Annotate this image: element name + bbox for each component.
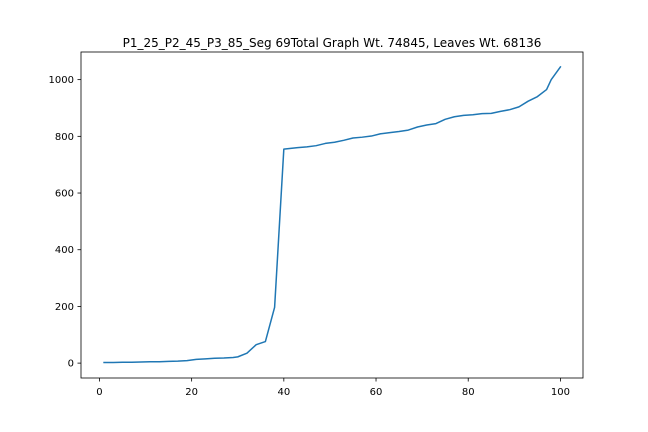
- x-tick-label: 100: [551, 387, 570, 398]
- x-tick-label: 0: [96, 387, 102, 398]
- y-tick-label: 400: [55, 245, 74, 256]
- y-tick-label: 1000: [49, 75, 74, 86]
- y-tick-label: 600: [55, 189, 74, 200]
- chart-title: P1_25_P2_45_P3_85_Seg 69Total Graph Wt. …: [123, 36, 542, 50]
- x-tick-label: 40: [277, 387, 290, 398]
- x-tick-label: 20: [185, 387, 198, 398]
- series-line-0: [103, 65, 562, 364]
- x-tick-label: 80: [462, 387, 475, 398]
- axes-frame: [80, 51, 584, 379]
- y-tick-label: 800: [55, 132, 74, 143]
- plot-area: [103, 65, 562, 364]
- y-tick-label: 0: [68, 359, 74, 370]
- y-axis: 0 200 400 600 800 1000: [49, 75, 81, 370]
- y-tick-label: 200: [55, 302, 74, 313]
- x-axis: 0 20 40 60 80 100: [96, 378, 570, 398]
- x-tick-label: 60: [370, 387, 383, 398]
